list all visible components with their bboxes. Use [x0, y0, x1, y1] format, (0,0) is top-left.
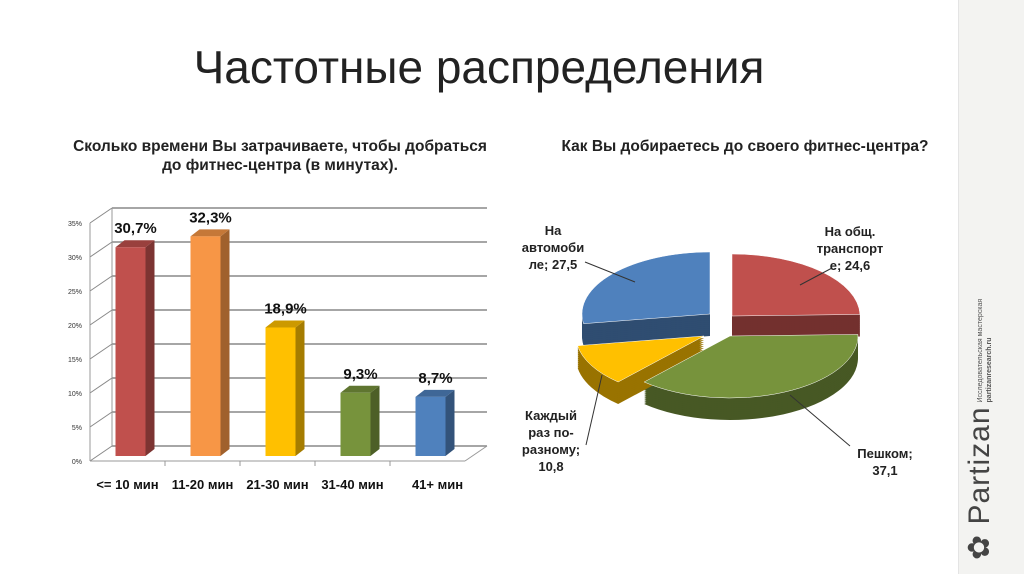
gridline-side [89, 445, 113, 462]
x-tick-label: 21-30 мин [246, 477, 308, 492]
bar-top [340, 385, 380, 393]
pie-label: разному; [522, 442, 580, 457]
bar [265, 327, 296, 456]
bar [115, 247, 146, 456]
gridline-side [89, 411, 113, 428]
x-tick-label: <= 10 мин [96, 477, 158, 492]
pie-label: раз по- [528, 425, 574, 440]
bar-side [295, 320, 305, 456]
y-tick-label: 15% [68, 357, 82, 364]
y-tick-label: 10% [68, 391, 82, 398]
pie-label: ле; 27,5 [529, 257, 578, 272]
pie-label: 37,1 [872, 463, 897, 478]
gridline-side [89, 343, 113, 360]
leader-line [799, 267, 833, 286]
y-tick-label: 35% [68, 221, 82, 228]
bar-top [265, 320, 305, 328]
pie-chart: На общ. транспорт е; 24,6 Пешком; 37,1 Каждый… [522, 223, 913, 478]
gridline-side [89, 309, 113, 326]
pie-label: Пешком; [857, 446, 912, 461]
pie-slice [731, 253, 861, 317]
pie-label: е; 24,6 [830, 258, 870, 273]
bar-top [190, 229, 230, 237]
pie-label: Каждый [525, 408, 577, 423]
y-tick-label: 5% [72, 425, 82, 432]
bar-top [115, 240, 155, 248]
bar-top [415, 389, 455, 397]
pie-label: На общ. [825, 224, 876, 239]
bar [340, 392, 371, 456]
partizan-logo: ✿ PartizanИсследовательская мастерская pa… [963, 298, 996, 560]
pie-label: 10,8 [538, 459, 563, 474]
y-tick-label: 30% [68, 255, 82, 262]
x-tick-label: 41+ мин [412, 477, 463, 492]
gridline-side [89, 241, 113, 258]
pie-label: транспорт [817, 241, 884, 256]
gridline-side [89, 377, 113, 394]
bar-side [145, 240, 155, 456]
bar-chart: 0% 5% 10% 15% 20% 25% 30% 35% 30,7% <= 10 мин 32,3… [68, 207, 488, 492]
floor-edge [464, 445, 488, 462]
leader-line [584, 261, 636, 283]
data-label: 32,3% [189, 209, 232, 226]
x-tick-label: 11-20 мин [172, 477, 234, 492]
data-label: 30,7% [114, 220, 157, 237]
leader-line [789, 394, 851, 447]
pie-slice [581, 251, 711, 324]
bar-side [370, 385, 380, 456]
bar-chart-title: Сколько времени Вы затрачиваете, чтобы д… [73, 138, 487, 174]
pie-chart-title: Как Вы добираетесь до своего фитнес-цент… [561, 138, 929, 155]
pie-slice [577, 335, 705, 383]
bar-side [220, 229, 230, 456]
leader-line [585, 374, 603, 446]
side-strip [958, 0, 1024, 574]
x-tick-label: 31-40 мин [321, 477, 383, 492]
gridline-side [89, 207, 113, 224]
pie-slice [643, 334, 859, 399]
pie-label: На [545, 223, 562, 238]
bar [190, 236, 221, 456]
page-title: Частотные распределения [193, 41, 765, 93]
bar-side [445, 389, 455, 456]
data-label: 9,3% [343, 366, 377, 383]
y-tick-label: 20% [68, 323, 82, 330]
y-tick-label: 25% [68, 289, 82, 296]
gridline-side [89, 275, 113, 292]
bar [415, 396, 446, 456]
data-label: 8,7% [418, 370, 452, 387]
pie-label: автомоби [522, 240, 584, 255]
y-tick-label: 0% [72, 459, 82, 466]
data-label: 18,9% [264, 300, 307, 317]
